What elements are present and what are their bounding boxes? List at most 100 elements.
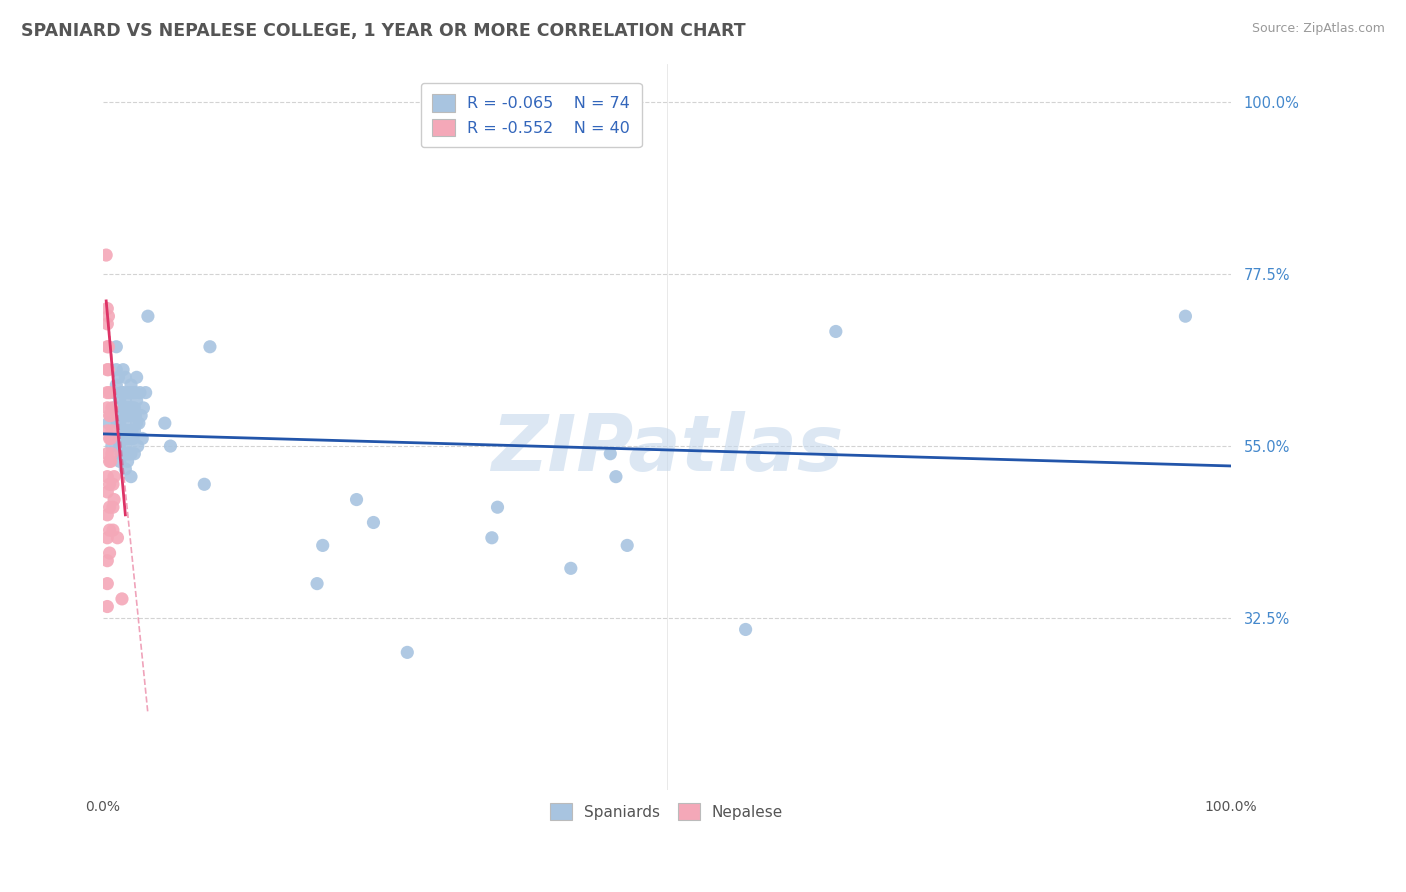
Point <box>118 385 141 400</box>
Point <box>101 500 124 515</box>
Point <box>114 439 136 453</box>
Point <box>98 432 121 446</box>
Point <box>98 454 121 468</box>
Point <box>108 393 131 408</box>
Point <box>122 409 145 423</box>
Point <box>96 340 118 354</box>
Point <box>98 477 121 491</box>
Point <box>125 370 148 384</box>
Point <box>103 401 125 415</box>
Point <box>734 623 756 637</box>
Point <box>96 599 118 614</box>
Point <box>120 447 142 461</box>
Text: SPANIARD VS NEPALESE COLLEGE, 1 YEAR OR MORE CORRELATION CHART: SPANIARD VS NEPALESE COLLEGE, 1 YEAR OR … <box>21 22 745 40</box>
Point <box>118 432 141 446</box>
Point <box>96 508 118 522</box>
Point <box>129 409 152 423</box>
Point <box>114 393 136 408</box>
Point <box>103 385 125 400</box>
Point <box>117 432 139 446</box>
Point <box>124 401 146 415</box>
Point <box>114 416 136 430</box>
Point <box>107 416 129 430</box>
Point <box>120 378 142 392</box>
Point <box>98 523 121 537</box>
Point <box>98 409 121 423</box>
Point <box>112 424 135 438</box>
Point <box>118 424 141 438</box>
Point <box>105 362 128 376</box>
Point <box>481 531 503 545</box>
Point <box>129 385 152 400</box>
Point <box>96 447 118 461</box>
Point <box>193 477 215 491</box>
Point <box>125 416 148 430</box>
Point <box>117 409 139 423</box>
Point <box>346 492 368 507</box>
Point <box>96 248 118 262</box>
Point <box>131 432 153 446</box>
Point <box>96 362 118 376</box>
Point <box>96 576 118 591</box>
Point <box>122 385 145 400</box>
Point <box>111 591 134 606</box>
Point <box>121 424 143 438</box>
Point <box>98 500 121 515</box>
Point <box>107 531 129 545</box>
Point <box>110 424 132 438</box>
Point <box>307 576 329 591</box>
Point <box>118 409 141 423</box>
Point <box>97 362 120 376</box>
Text: Source: ZipAtlas.com: Source: ZipAtlas.com <box>1251 22 1385 36</box>
Point <box>112 409 135 423</box>
Point <box>159 439 181 453</box>
Point <box>112 385 135 400</box>
Point <box>112 401 135 415</box>
Point <box>117 385 139 400</box>
Point <box>96 469 118 483</box>
Point <box>124 447 146 461</box>
Point <box>107 401 129 415</box>
Point <box>128 416 150 430</box>
Point <box>100 432 122 446</box>
Point <box>98 546 121 560</box>
Point <box>96 424 118 438</box>
Point <box>108 432 131 446</box>
Point <box>96 301 118 316</box>
Point <box>121 401 143 415</box>
Point <box>107 370 129 384</box>
Point <box>105 340 128 354</box>
Point <box>101 523 124 537</box>
Point <box>108 439 131 453</box>
Point <box>110 401 132 415</box>
Point <box>115 401 138 415</box>
Point <box>198 340 221 354</box>
Point <box>97 340 120 354</box>
Point <box>136 309 159 323</box>
Point <box>115 447 138 461</box>
Point <box>96 484 118 499</box>
Point <box>120 469 142 483</box>
Point <box>96 401 118 415</box>
Point <box>115 424 138 438</box>
Point <box>108 416 131 430</box>
Point <box>96 385 118 400</box>
Point <box>98 385 121 400</box>
Point <box>120 401 142 415</box>
Point <box>120 424 142 438</box>
Point <box>124 424 146 438</box>
Point <box>312 538 335 552</box>
Point <box>114 462 136 476</box>
Point <box>396 645 419 659</box>
Point <box>101 401 124 415</box>
Point <box>111 432 134 446</box>
Point <box>118 447 141 461</box>
Point <box>486 500 509 515</box>
Point <box>101 424 124 438</box>
Point <box>108 454 131 468</box>
Point <box>100 454 122 468</box>
Point <box>599 447 621 461</box>
Point <box>1174 309 1197 323</box>
Point <box>101 439 124 453</box>
Point <box>105 378 128 392</box>
